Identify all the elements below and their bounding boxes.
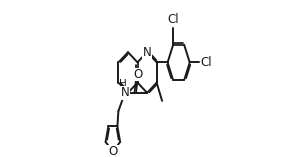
- Text: Cl: Cl: [167, 13, 179, 26]
- Text: N: N: [121, 86, 129, 99]
- Text: O: O: [108, 145, 118, 157]
- Text: H: H: [118, 79, 126, 89]
- Text: O: O: [134, 68, 143, 81]
- Text: Cl: Cl: [201, 56, 212, 69]
- Text: N: N: [143, 46, 151, 59]
